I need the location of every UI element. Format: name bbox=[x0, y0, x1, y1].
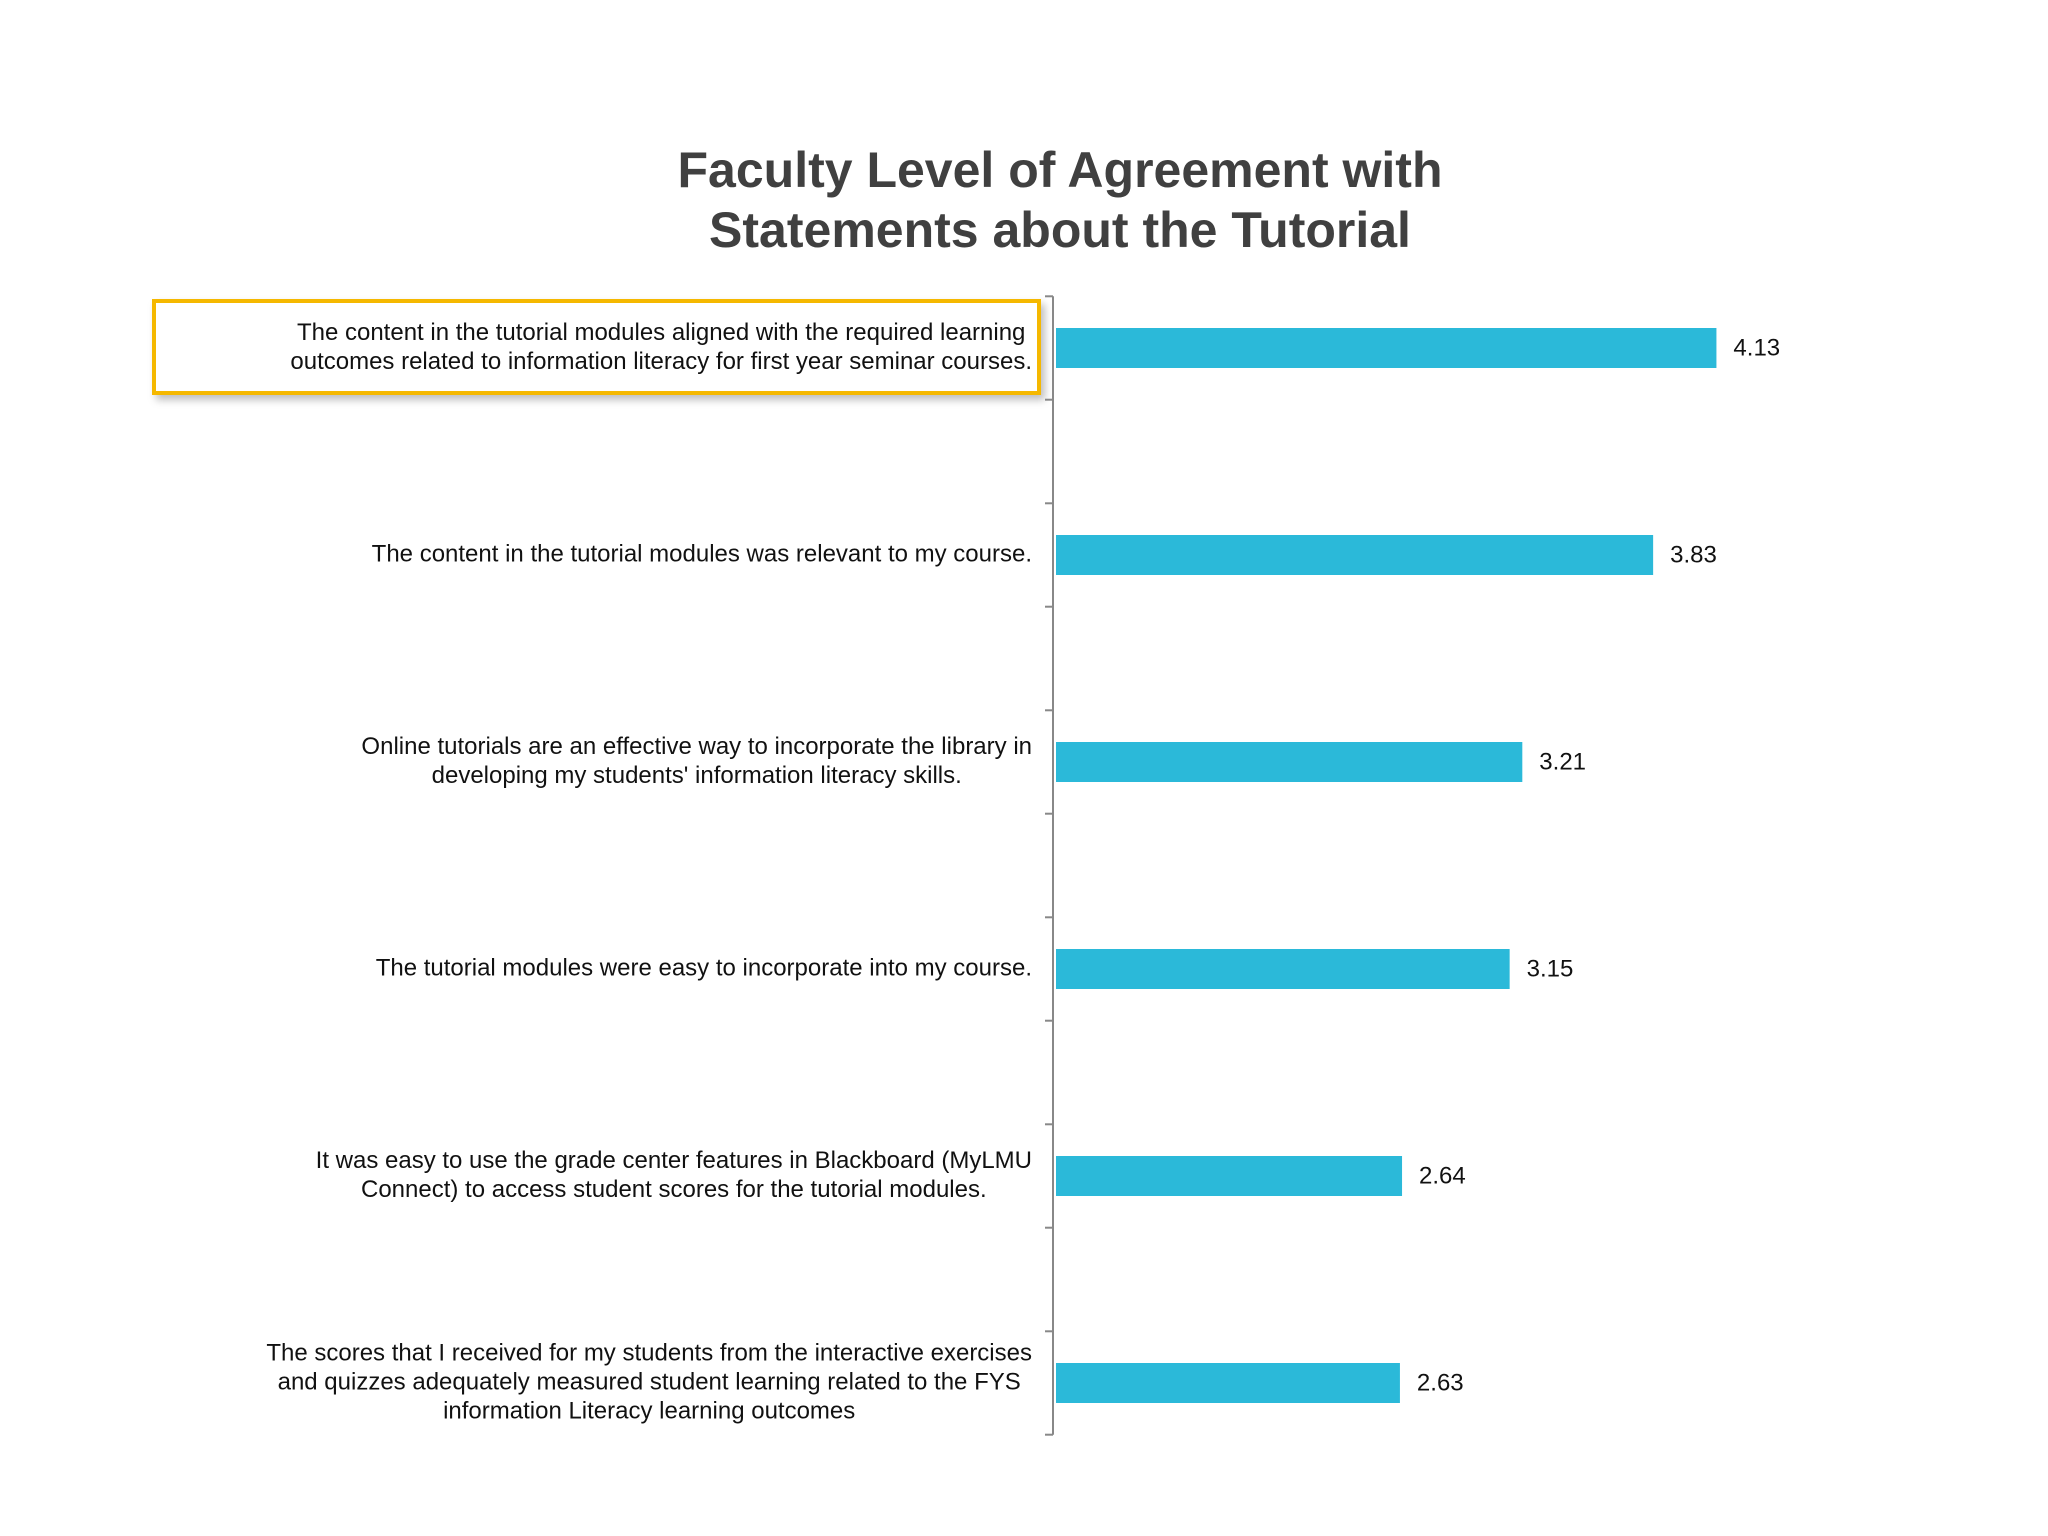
category-label: The content in the tutorial modules was … bbox=[372, 540, 1032, 567]
bar bbox=[1056, 949, 1510, 989]
category-label: and quizzes adequately measured student … bbox=[278, 1368, 1021, 1395]
category-label: The scores that I received for my studen… bbox=[266, 1339, 1032, 1366]
value-label: 3.21 bbox=[1539, 748, 1586, 775]
bar bbox=[1056, 742, 1523, 782]
category-label: The tutorial modules were easy to incorp… bbox=[376, 954, 1032, 981]
category-label: Connect) to access student scores for th… bbox=[361, 1176, 987, 1203]
value-label: 4.13 bbox=[1733, 334, 1780, 361]
category-label: outcomes related to information literacy… bbox=[290, 348, 1032, 375]
bar bbox=[1056, 535, 1654, 575]
category-label: developing my students' information lite… bbox=[432, 762, 962, 789]
value-label: 3.15 bbox=[1527, 955, 1574, 982]
bar bbox=[1056, 328, 1717, 368]
bar bbox=[1056, 1363, 1400, 1403]
category-label: The content in the tutorial modules alig… bbox=[297, 319, 1025, 346]
chart-title: Faculty Level of Agreement with bbox=[678, 142, 1443, 198]
value-label: 2.63 bbox=[1417, 1369, 1464, 1396]
category-label: information Literacy learning outcomes bbox=[443, 1397, 855, 1424]
chart-title: Statements about the Tutorial bbox=[709, 202, 1411, 258]
highlight-box bbox=[152, 299, 1041, 395]
bar bbox=[1056, 1156, 1403, 1196]
category-label: It was easy to use the grade center feat… bbox=[316, 1147, 1032, 1174]
value-label: 2.64 bbox=[1419, 1162, 1466, 1189]
category-label: Online tutorials are an effective way to… bbox=[361, 733, 1032, 760]
value-label: 3.83 bbox=[1670, 541, 1717, 568]
